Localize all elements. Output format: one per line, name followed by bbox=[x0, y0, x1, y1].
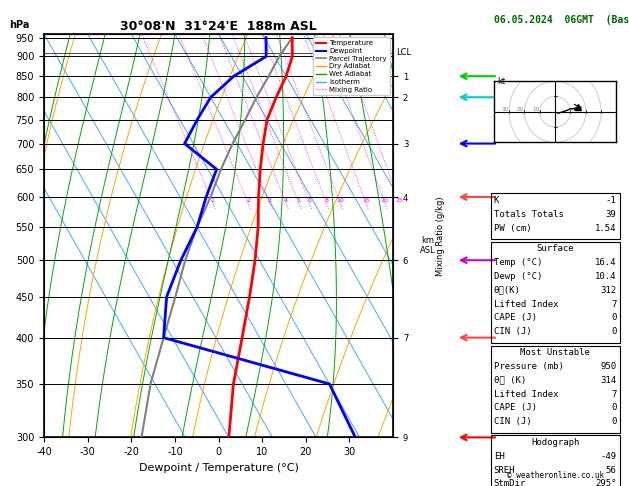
Text: 20: 20 bbox=[381, 198, 389, 203]
Title: 30°08'N  31°24'E  188m ASL: 30°08'N 31°24'E 188m ASL bbox=[120, 20, 317, 33]
Text: -49: -49 bbox=[600, 452, 616, 461]
Text: kt: kt bbox=[497, 77, 505, 86]
Text: 56: 56 bbox=[606, 466, 616, 475]
Text: © weatheronline.co.uk: © weatheronline.co.uk bbox=[506, 470, 604, 480]
Text: 2: 2 bbox=[246, 198, 250, 203]
Text: PW (cm): PW (cm) bbox=[494, 224, 532, 233]
Text: θᴇ (K): θᴇ (K) bbox=[494, 376, 526, 385]
Text: 0: 0 bbox=[611, 417, 616, 426]
Legend: Temperature, Dewpoint, Parcel Trajectory, Dry Adiabat, Wet Adiabat, Isotherm, Mi: Temperature, Dewpoint, Parcel Trajectory… bbox=[313, 37, 389, 95]
Text: 295°: 295° bbox=[595, 480, 616, 486]
Text: 25: 25 bbox=[396, 198, 404, 203]
Text: -1: -1 bbox=[606, 196, 616, 205]
Text: 1.54: 1.54 bbox=[595, 224, 616, 233]
Text: 312: 312 bbox=[600, 286, 616, 295]
Text: Mixing Ratio (g/kg): Mixing Ratio (g/kg) bbox=[436, 196, 445, 276]
Text: 6: 6 bbox=[308, 198, 311, 203]
Text: CIN (J): CIN (J) bbox=[494, 328, 532, 336]
Text: LCL: LCL bbox=[396, 48, 411, 57]
Text: hPa: hPa bbox=[9, 20, 30, 30]
Text: CAPE (J): CAPE (J) bbox=[494, 403, 537, 413]
Text: 39: 39 bbox=[606, 210, 616, 219]
Text: 10.4: 10.4 bbox=[595, 272, 616, 281]
Text: 0: 0 bbox=[611, 403, 616, 413]
Text: Most Unstable: Most Unstable bbox=[520, 348, 590, 357]
X-axis label: Dewpoint / Temperature (°C): Dewpoint / Temperature (°C) bbox=[138, 463, 299, 473]
Text: 0: 0 bbox=[611, 328, 616, 336]
Text: EH: EH bbox=[494, 452, 504, 461]
Text: 15: 15 bbox=[362, 198, 370, 203]
Text: 1: 1 bbox=[211, 198, 214, 203]
Text: 950: 950 bbox=[600, 362, 616, 371]
Text: Lifted Index: Lifted Index bbox=[494, 390, 559, 399]
Text: 30: 30 bbox=[501, 107, 508, 112]
Text: 0: 0 bbox=[611, 313, 616, 323]
Text: SREH: SREH bbox=[494, 466, 515, 475]
Text: θᴇ(K): θᴇ(K) bbox=[494, 286, 521, 295]
Text: 7: 7 bbox=[611, 300, 616, 309]
Text: 4: 4 bbox=[284, 198, 288, 203]
Text: 16.4: 16.4 bbox=[595, 258, 616, 267]
Text: CAPE (J): CAPE (J) bbox=[494, 313, 537, 323]
Text: 3: 3 bbox=[268, 198, 272, 203]
Y-axis label: km
ASL: km ASL bbox=[420, 236, 435, 255]
Text: 10: 10 bbox=[337, 198, 344, 203]
Text: Hodograph: Hodograph bbox=[531, 438, 579, 447]
Text: K: K bbox=[494, 196, 499, 205]
Text: Temp (°C): Temp (°C) bbox=[494, 258, 542, 267]
Text: Totals Totals: Totals Totals bbox=[494, 210, 564, 219]
Text: 7: 7 bbox=[611, 390, 616, 399]
Text: Dewp (°C): Dewp (°C) bbox=[494, 272, 542, 281]
Text: 5: 5 bbox=[297, 198, 301, 203]
Text: CIN (J): CIN (J) bbox=[494, 417, 532, 426]
Text: 314: 314 bbox=[600, 376, 616, 385]
Text: 10: 10 bbox=[532, 107, 539, 112]
Text: 20: 20 bbox=[516, 107, 524, 112]
Text: Lifted Index: Lifted Index bbox=[494, 300, 559, 309]
Text: Surface: Surface bbox=[537, 244, 574, 253]
Text: 8: 8 bbox=[325, 198, 328, 203]
Text: Pressure (mb): Pressure (mb) bbox=[494, 362, 564, 371]
Text: StmDir: StmDir bbox=[494, 480, 526, 486]
Text: 06.05.2024  06GMT  (Base: 18): 06.05.2024 06GMT (Base: 18) bbox=[494, 15, 629, 25]
